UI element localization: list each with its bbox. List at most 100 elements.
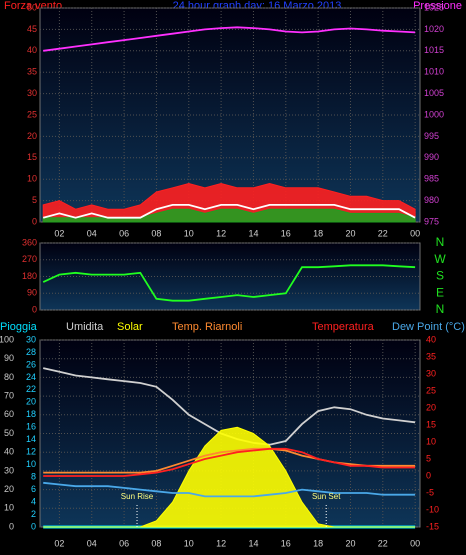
y3-tick-label: 0 xyxy=(31,521,36,531)
x-tick-label: 14 xyxy=(248,538,258,548)
legend-entry: Solar xyxy=(117,321,143,333)
y2-tick-label: 15 xyxy=(426,419,436,429)
y2-tick-label: E xyxy=(436,285,444,299)
y-tick-label: 100 xyxy=(0,334,14,344)
x-tick-label: 02 xyxy=(54,228,64,238)
y2-tick-label: 1005 xyxy=(424,88,444,98)
y-tick-label: 10 xyxy=(4,503,14,513)
y2-tick-label: 5 xyxy=(426,453,431,463)
y3-tick-label: 26 xyxy=(26,359,36,369)
y2-tick-label: N xyxy=(436,235,445,249)
legend-entry: Umidita xyxy=(66,321,104,333)
y-tick-label: 40 xyxy=(4,447,14,457)
legend-entry: Dew Point (°C) xyxy=(392,321,465,333)
y3-tick-label: 12 xyxy=(26,447,36,457)
y3-tick-label: 30 xyxy=(26,334,36,344)
line xyxy=(43,447,416,474)
area xyxy=(43,426,416,528)
x-tick-label: 14 xyxy=(248,228,258,238)
x-tick-label: 22 xyxy=(378,228,388,238)
x-tick-label: 16 xyxy=(281,228,291,238)
y2-tick-label: 985 xyxy=(424,174,439,184)
y2-tick-label: 1020 xyxy=(424,24,444,34)
y-tick-label: 0 xyxy=(32,304,37,314)
y-tick-label: 180 xyxy=(22,271,37,281)
y2-tick-label: 35 xyxy=(426,351,436,361)
y-tick-label: 5 xyxy=(32,195,37,205)
y3-tick-label: 10 xyxy=(26,459,36,469)
y2-tick-label: 10 xyxy=(426,436,436,446)
y2-tick-label: 30 xyxy=(426,368,436,378)
y-tick-label: 20 xyxy=(27,131,37,141)
y3-tick-label: 6 xyxy=(31,484,36,494)
y2-axis-label: Pressione xyxy=(413,0,462,12)
y2-tick-label: 990 xyxy=(424,152,439,162)
y2-tick-label: 40 xyxy=(426,334,436,344)
y2-tick-label: N xyxy=(436,302,445,316)
annotation: Sun Set xyxy=(312,492,341,501)
chart-title: 24 hour graph day: 16 Marzo 2013 xyxy=(173,0,342,12)
y3-tick-label: 2 xyxy=(31,509,36,519)
x-tick-label: 16 xyxy=(281,538,291,548)
y-tick-label: 10 xyxy=(27,174,37,184)
y3-tick-label: 18 xyxy=(26,409,36,419)
y2-tick-label: W xyxy=(434,252,446,266)
legend-entry: Pioggia xyxy=(0,321,38,333)
annotation: Sun Rise xyxy=(121,492,154,501)
y-tick-label: 0 xyxy=(32,216,37,226)
y-tick-label: 20 xyxy=(4,484,14,494)
y2-tick-label: 1010 xyxy=(424,67,444,77)
y3-tick-label: 20 xyxy=(26,397,36,407)
y2-tick-label: 980 xyxy=(424,195,439,205)
x-tick-label: 10 xyxy=(184,228,194,238)
y2-tick-label: 1000 xyxy=(424,109,444,119)
y3-tick-label: 24 xyxy=(26,372,36,382)
y2-tick-label: 1025 xyxy=(424,2,444,12)
y2-tick-label: 1015 xyxy=(424,45,444,55)
y3-tick-label: 22 xyxy=(26,384,36,394)
x-tick-label: 00 xyxy=(410,228,420,238)
y-tick-label: 50 xyxy=(4,428,14,438)
x-tick-label: 04 xyxy=(87,538,97,548)
y-tick-label: 40 xyxy=(27,45,37,55)
y-tick-label: 30 xyxy=(4,465,14,475)
y2-tick-label: 0 xyxy=(426,470,431,480)
x-tick-label: 20 xyxy=(345,538,355,548)
y3-tick-label: 16 xyxy=(26,422,36,432)
y-axis-label: Forza vento xyxy=(4,0,62,12)
y-tick-label: 15 xyxy=(27,152,37,162)
y-tick-label: 60 xyxy=(4,409,14,419)
y-tick-label: 25 xyxy=(27,109,37,119)
y2-tick-label: 995 xyxy=(424,131,439,141)
x-tick-label: 18 xyxy=(313,538,323,548)
y-tick-label: 35 xyxy=(27,67,37,77)
line xyxy=(42,264,416,302)
y3-tick-label: 28 xyxy=(26,347,36,357)
y2-tick-label: 25 xyxy=(426,385,436,395)
y3-tick-label: 14 xyxy=(26,434,36,444)
x-tick-label: 10 xyxy=(184,538,194,548)
x-tick-label: 08 xyxy=(151,538,161,548)
line xyxy=(43,481,416,498)
line xyxy=(43,26,416,52)
line xyxy=(43,447,416,477)
x-tick-label: 06 xyxy=(119,538,129,548)
x-tick-label: 04 xyxy=(87,228,97,238)
y2-tick-label: 975 xyxy=(424,216,439,226)
x-tick-label: 12 xyxy=(216,538,226,548)
legend-entry: Temp. Riarnoli xyxy=(172,321,242,333)
x-tick-label: 00 xyxy=(410,538,420,548)
x-tick-label: 18 xyxy=(313,228,323,238)
y-tick-label: 90 xyxy=(4,353,14,363)
y-tick-label: 80 xyxy=(4,372,14,382)
x-tick-label: 20 xyxy=(345,228,355,238)
y-tick-label: 360 xyxy=(22,237,37,247)
legend-entry: Temperatura xyxy=(312,321,375,333)
y-tick-label: 30 xyxy=(27,88,37,98)
y-tick-label: 90 xyxy=(27,288,37,298)
y-tick-label: 70 xyxy=(4,390,14,400)
y2-tick-label: S xyxy=(436,269,444,283)
x-tick-label: 12 xyxy=(216,228,226,238)
